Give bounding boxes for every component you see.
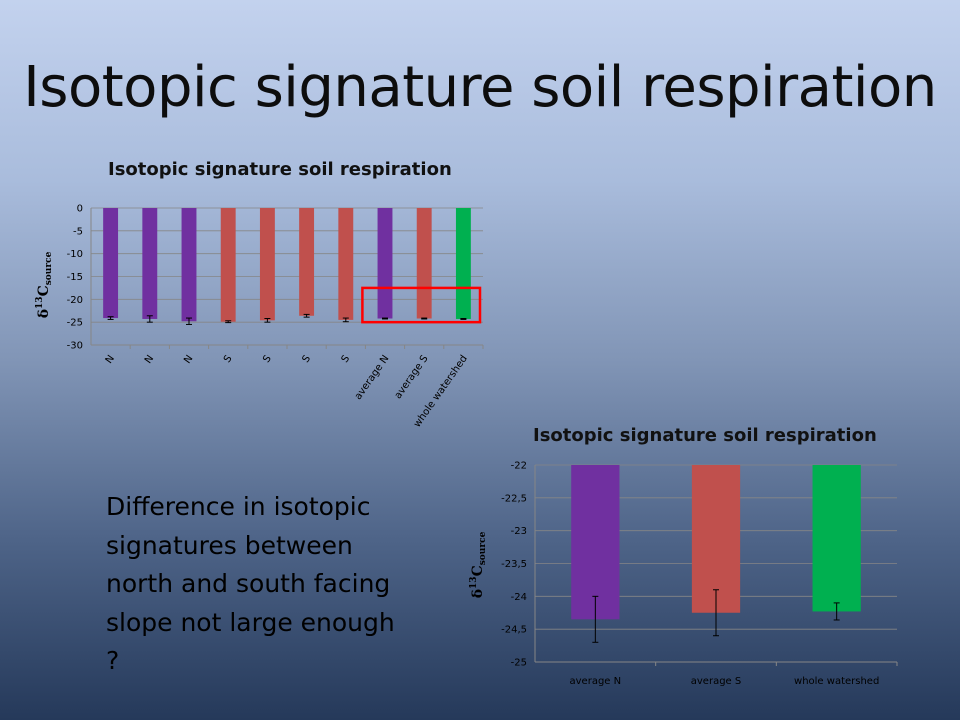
x-tick-label: average N [353,353,392,402]
x-tick-label: S [222,353,235,365]
y-tick-label: -20 [67,295,83,306]
x-tick-label: N [182,353,195,365]
x-tick-label: N [143,353,156,365]
bar [571,465,620,620]
bar [377,208,393,319]
bar [299,208,315,316]
highlight-box [361,286,482,324]
y-tick-label: -10 [67,249,83,260]
y-tick-label: -22,5 [501,493,527,504]
y-tick-label: -24,5 [501,625,527,636]
y-tick-label: -25 [511,658,527,669]
x-tick-label: whole watershed [794,676,879,687]
slide-title: Isotopic signature soil respiration [23,55,937,120]
y-tick-label: -24 [511,592,527,603]
y-tick-label: 0 [77,204,83,215]
bar [455,208,471,319]
bar [142,208,158,319]
chart1-y-axis-label: δ13Csource [35,251,54,318]
bar [259,208,275,321]
y-tick-label: -25 [67,318,83,329]
bar [416,208,432,319]
x-tick-label: average S [691,676,741,687]
x-tick-label: average N [570,676,622,687]
slide-note: Difference in isotopic signatures betwee… [106,492,395,675]
x-tick-label: S [340,353,353,365]
y-tick-label: -15 [67,272,83,283]
y-tick-label: -22 [511,461,527,472]
bar [220,208,236,322]
x-tick-label: N [104,353,117,365]
chart1-title: Isotopic signature soil respiration [108,159,452,180]
bar [812,465,861,612]
bar [181,208,197,322]
x-tick-label: S [300,353,313,365]
chart2-svg: δ13Csource -22 -22,5 -23 -23,5 -24 -24,5 -25 av… [469,461,898,687]
x-tick-label: average S [393,353,431,401]
y-tick-label: -30 [67,341,83,352]
y-tick-label: -23,5 [501,559,527,570]
y-tick-label: -5 [73,226,83,237]
y-tick-label: -23 [511,526,527,537]
chart2-y-axis-label: δ13Csource [469,531,488,598]
x-tick-label: S [261,353,274,365]
bar [691,465,741,613]
svg-text:δ13Csource: δ13Csource [469,531,488,598]
bar [338,208,354,320]
bar [103,208,119,319]
svg-text:δ13Csource: δ13Csource [35,251,54,318]
chart2-title: Isotopic signature soil respiration [533,425,877,446]
